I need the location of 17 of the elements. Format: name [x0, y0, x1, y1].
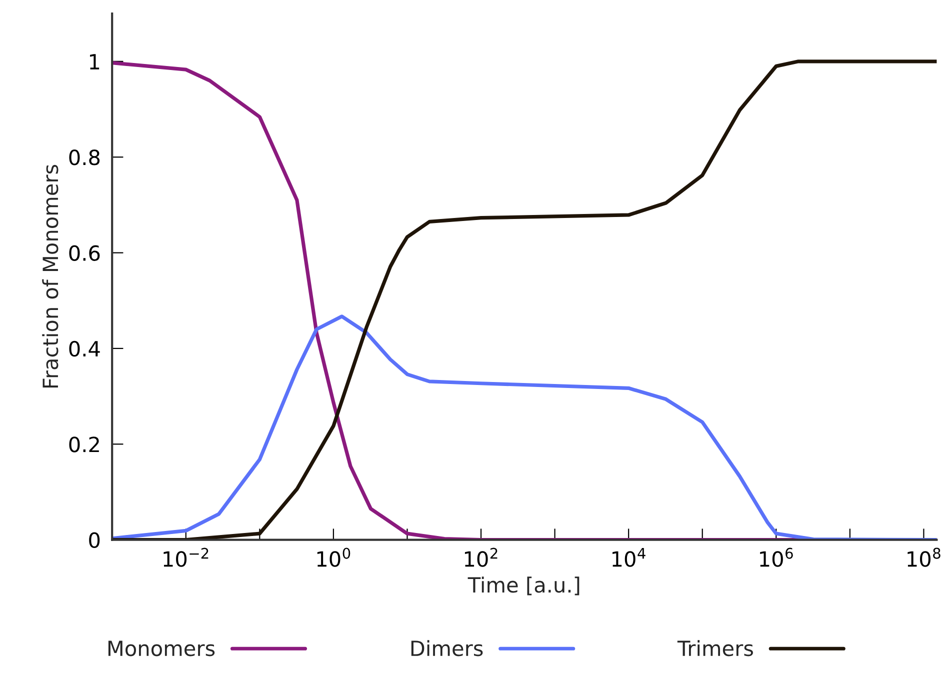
y-tick-label: 0: [89, 532, 100, 548]
y-tick-label: 0.4: [69, 340, 100, 357]
x-tick-label: 10$^{8}$: [908, 548, 940, 567]
x-tick-label: 10$^{6}$: [760, 548, 793, 567]
y-tick-label: 0.8: [69, 150, 100, 166]
y-tick-label: 0.6: [69, 245, 100, 261]
y-tick-label: 0.2: [69, 436, 99, 452]
y-tick-label: 1: [90, 54, 100, 70]
x-tick-label: 10$^{−2}$: [164, 548, 208, 567]
legend-label: Trimers: [677, 640, 753, 656]
x-tick-label: 10$^{0}$: [317, 548, 350, 567]
x-axis-title: Time [a.u.]: [468, 576, 580, 596]
x-tick-label: 10$^{2}$: [464, 548, 498, 567]
y-axis-title: Fraction of Monomers: [42, 164, 58, 388]
legend-label: Dimers: [411, 640, 483, 656]
x-tick-label: 10$^{4}$: [612, 548, 646, 567]
legend-label: Monomers: [108, 640, 215, 656]
